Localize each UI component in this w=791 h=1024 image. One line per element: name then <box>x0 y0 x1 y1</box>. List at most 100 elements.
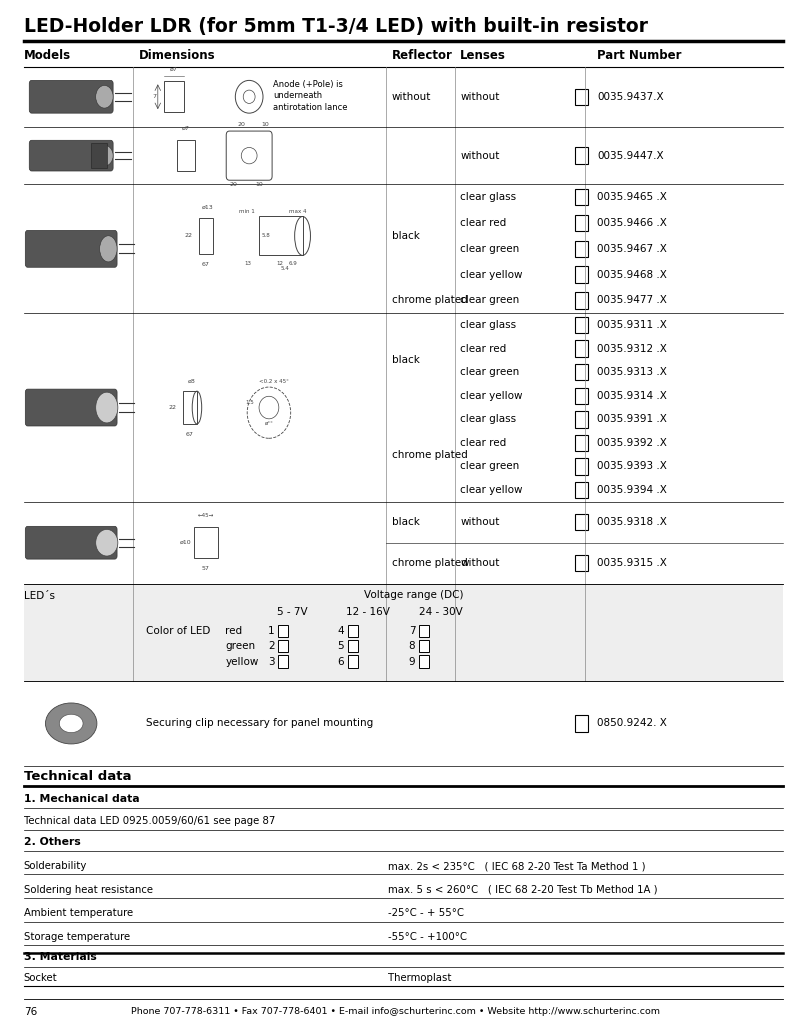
Bar <box>348 640 358 652</box>
Text: 57: 57 <box>202 566 210 570</box>
Bar <box>348 625 358 637</box>
Text: chrome plated: chrome plated <box>392 296 467 305</box>
Text: 2. Others: 2. Others <box>24 837 81 847</box>
Text: 7: 7 <box>409 626 415 636</box>
Text: black: black <box>392 231 419 241</box>
Bar <box>575 388 588 404</box>
Text: ←45→: ←45→ <box>198 513 214 517</box>
Text: 10: 10 <box>255 182 263 186</box>
Bar <box>177 140 195 171</box>
Text: 8: 8 <box>409 641 415 651</box>
Bar <box>419 640 429 652</box>
Text: 20: 20 <box>237 122 245 127</box>
Text: ø7: ø7 <box>170 67 178 72</box>
Text: 9: 9 <box>409 656 415 667</box>
Text: 20: 20 <box>229 182 237 186</box>
Text: 0035.9313 .X: 0035.9313 .X <box>597 368 667 377</box>
Bar <box>164 82 184 113</box>
Text: ø7: ø7 <box>182 126 190 130</box>
Text: without: without <box>392 92 431 101</box>
Text: black: black <box>392 517 419 527</box>
Text: clear green: clear green <box>460 462 520 471</box>
Text: 3. Materials: 3. Materials <box>24 952 97 963</box>
Text: antirotation lance: antirotation lance <box>273 102 347 112</box>
Text: 0035.9314 .X: 0035.9314 .X <box>597 391 667 400</box>
Bar <box>575 317 588 334</box>
Text: 0035.9437.X: 0035.9437.X <box>597 92 664 101</box>
Text: 2: 2 <box>268 641 274 651</box>
Text: min 1: min 1 <box>239 209 255 214</box>
Bar <box>575 215 588 231</box>
FancyBboxPatch shape <box>25 230 117 267</box>
Text: 67: 67 <box>202 261 210 266</box>
Bar <box>278 625 288 637</box>
Text: underneath: underneath <box>273 91 322 100</box>
Text: 10: 10 <box>261 122 269 127</box>
Text: 12: 12 <box>277 261 283 266</box>
FancyBboxPatch shape <box>25 526 117 559</box>
Text: 0035.9468 .X: 0035.9468 .X <box>597 269 667 280</box>
Text: 76: 76 <box>24 1007 37 1017</box>
Bar <box>575 266 588 283</box>
Ellipse shape <box>96 392 118 423</box>
Text: 0035.9477 .X: 0035.9477 .X <box>597 296 667 305</box>
Text: Reflector: Reflector <box>392 49 452 61</box>
Ellipse shape <box>100 531 117 554</box>
Text: 1: 1 <box>268 626 274 636</box>
Text: yellow: yellow <box>225 656 259 667</box>
Text: clear glass: clear glass <box>460 415 517 424</box>
Text: 5 - 7V: 5 - 7V <box>277 607 308 617</box>
Bar <box>24 584 783 681</box>
Bar <box>575 147 588 164</box>
FancyBboxPatch shape <box>29 81 113 114</box>
Bar <box>278 655 288 668</box>
Text: 0035.9391 .X: 0035.9391 .X <box>597 415 667 424</box>
FancyBboxPatch shape <box>25 389 117 426</box>
Text: 0035.9311 .X: 0035.9311 .X <box>597 321 667 330</box>
Bar <box>575 459 588 475</box>
Ellipse shape <box>96 85 113 109</box>
Text: 0035.9447.X: 0035.9447.X <box>597 151 664 161</box>
Text: ø10: ø10 <box>180 541 191 545</box>
Ellipse shape <box>100 236 117 262</box>
Text: clear yellow: clear yellow <box>460 269 523 280</box>
Text: 6: 6 <box>338 656 344 667</box>
Bar <box>419 625 429 637</box>
Text: Ambient temperature: Ambient temperature <box>24 908 133 919</box>
Text: 0850.9242. X: 0850.9242. X <box>597 719 667 728</box>
Text: 5: 5 <box>338 641 344 651</box>
Text: chrome plated: chrome plated <box>392 450 467 460</box>
Text: clear green: clear green <box>460 244 520 254</box>
Bar <box>199 218 213 254</box>
Text: Securing clip necessary for panel mounting: Securing clip necessary for panel mounti… <box>146 719 373 728</box>
Text: Anode (+Pole) is: Anode (+Pole) is <box>273 80 343 89</box>
Text: without: without <box>460 92 500 101</box>
Text: clear red: clear red <box>460 344 506 353</box>
Text: <0.2 x 45°: <0.2 x 45° <box>259 380 290 384</box>
Text: 0035.9315 .X: 0035.9315 .X <box>597 558 667 568</box>
Text: 0035.9393 .X: 0035.9393 .X <box>597 462 667 471</box>
Text: 12 - 16V: 12 - 16V <box>346 607 390 617</box>
Text: 5.8: 5.8 <box>261 233 271 239</box>
Text: clear yellow: clear yellow <box>460 391 523 400</box>
Text: 0035.9318 .X: 0035.9318 .X <box>597 517 667 527</box>
Text: clear glass: clear glass <box>460 321 517 330</box>
Text: clear green: clear green <box>460 368 520 377</box>
Text: Soldering heat resistance: Soldering heat resistance <box>24 885 153 895</box>
Text: Lenses: Lenses <box>460 49 506 61</box>
Text: 0035.9392 .X: 0035.9392 .X <box>597 438 667 447</box>
Text: green: green <box>225 641 255 651</box>
Text: 0035.9467 .X: 0035.9467 .X <box>597 244 667 254</box>
Text: 1.5: 1.5 <box>245 400 254 404</box>
Bar <box>575 241 588 257</box>
Text: red: red <box>225 626 243 636</box>
Text: max. 5 s < 260°C   ( IEC 68 2-20 Test Tb Method 1A ): max. 5 s < 260°C ( IEC 68 2-20 Test Tb M… <box>388 885 657 895</box>
Text: 0035.9465 .X: 0035.9465 .X <box>597 193 667 202</box>
Bar <box>575 340 588 357</box>
Text: Dimensions: Dimensions <box>138 49 215 61</box>
Text: Models: Models <box>24 49 71 61</box>
Bar <box>278 640 288 652</box>
Text: ø°°: ø°° <box>264 421 274 425</box>
Bar <box>575 481 588 498</box>
Text: 6.9: 6.9 <box>289 261 297 266</box>
